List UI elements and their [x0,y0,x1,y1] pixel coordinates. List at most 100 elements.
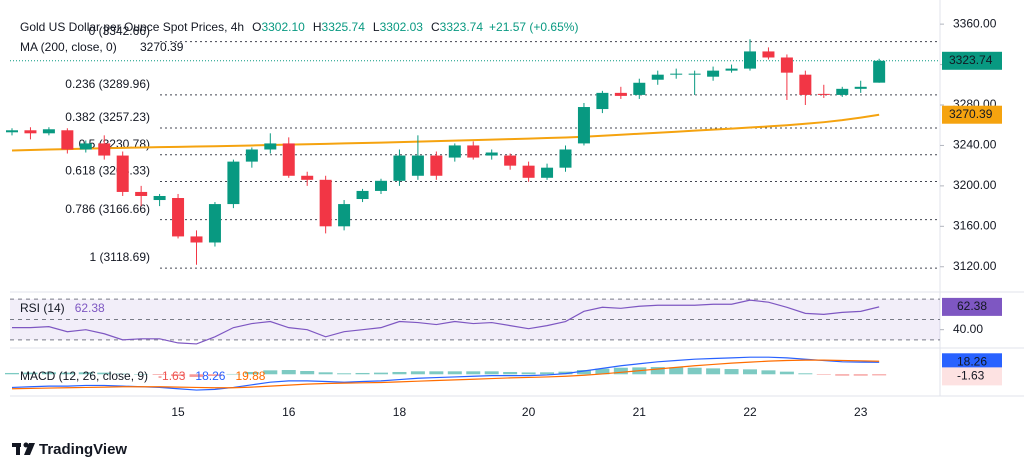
candle [338,200,351,231]
candle [780,54,793,100]
macd-histogram-bar [171,374,186,376]
candle [227,159,240,209]
macd-histogram-bar [853,374,868,376]
candle [153,193,166,207]
candle-body [485,152,498,156]
candle [301,171,314,186]
candle [762,47,775,60]
candle [744,39,756,71]
y-tick-label: 3200.00 [953,178,997,192]
candle [208,202,221,247]
candle-body [854,86,867,89]
candle-body [725,68,738,71]
macd-series-value: 18.26 [195,369,225,383]
macd-histogram-bar [134,374,149,375]
macd-histogram-bar [355,372,370,375]
candle [98,135,111,160]
candle [356,188,369,203]
candle [836,86,849,97]
candle [485,149,498,160]
candle-body [264,143,277,150]
ohlc-value: 3323.74 [440,20,484,34]
candle-body [79,143,92,150]
macd-histogram-bar [743,369,757,375]
ohlc-value: 3302.10 [261,20,305,34]
macd-histogram-bar [281,370,296,375]
candle [577,102,590,146]
macd-histogram-bar [521,372,536,375]
macd-histogram-bar [706,368,721,375]
candle-body [172,198,185,237]
fib-label: 0.618 (3204.33) [65,164,150,178]
candle [393,149,406,186]
candle-body [467,145,480,158]
ma-price-box [942,105,1002,124]
macd-histogram-bar [5,372,19,375]
x-tick-label: 23 [854,405,868,419]
macd-histogram-bar [724,369,739,375]
y-tick-label: 3120.00 [953,259,997,273]
candle [448,143,461,162]
candle-body [762,51,775,58]
candle-body [61,130,74,150]
macd-hist-value: -1.63 [158,369,186,383]
candle [559,145,572,172]
candle [651,70,664,85]
macd-histogram-bar [447,371,462,375]
candle-body [24,130,37,134]
ohlc-key: H [313,20,322,34]
candle-body [780,57,793,73]
x-tick-label: 15 [171,405,185,419]
macd-series-value: 19.88 [235,369,265,383]
macd-histogram-bar [41,372,56,375]
candle [79,140,92,153]
candle-body [116,155,129,192]
candle [854,80,867,93]
ohlc-key: C [431,20,440,34]
macd-histogram-bar [576,370,591,375]
macd-histogram-bar [318,372,333,375]
ma-legend-value: 3270.39 [140,40,184,54]
macd-histogram-bar [558,371,573,375]
candle-body [744,51,756,69]
macd-value-box [942,353,1002,372]
candle-body [559,149,572,168]
candle-body [707,70,720,77]
candle-body [393,155,406,181]
fib-label: 0.786 (3166.66) [65,202,150,216]
candle [282,137,295,178]
macd-histogram-bar [484,371,499,375]
macd-histogram-bar [669,367,684,375]
rsi-header: RSI (14) 62.38 [20,301,105,315]
candle [411,135,424,180]
macd-histogram-bar [226,373,241,375]
candle [135,185,148,207]
candle [319,175,332,234]
candle [190,230,203,265]
macd-histogram-bar [816,374,831,375]
candle-body [670,73,683,75]
candle-body [411,155,424,176]
candle-body [817,93,830,95]
candle [42,127,55,136]
macd-histogram-bar [374,372,388,375]
macd-value-label: 18.26 [957,354,987,368]
candle-body [614,92,627,96]
macd-histogram-bar [466,371,481,375]
y-tick-label: 3360.00 [953,16,997,30]
rsi-value-label: 62.38 [957,299,987,313]
hist-value-box [942,367,1002,386]
candle [172,193,185,239]
brand-logo [12,442,35,455]
macd-histogram-bar [798,373,813,375]
candle [430,151,443,180]
ohlc-value: 3325.74 [322,20,366,34]
chart-header: Gold US Dollar per Ounce Spot Prices, 4h… [20,20,578,34]
x-tick-label: 21 [633,405,647,419]
macd-histogram-bar [835,374,850,376]
candle-body [541,167,554,178]
candle-body [522,165,535,178]
macd-histogram-bar [761,370,776,375]
macd-histogram-bar [115,373,130,375]
candle [799,70,812,106]
